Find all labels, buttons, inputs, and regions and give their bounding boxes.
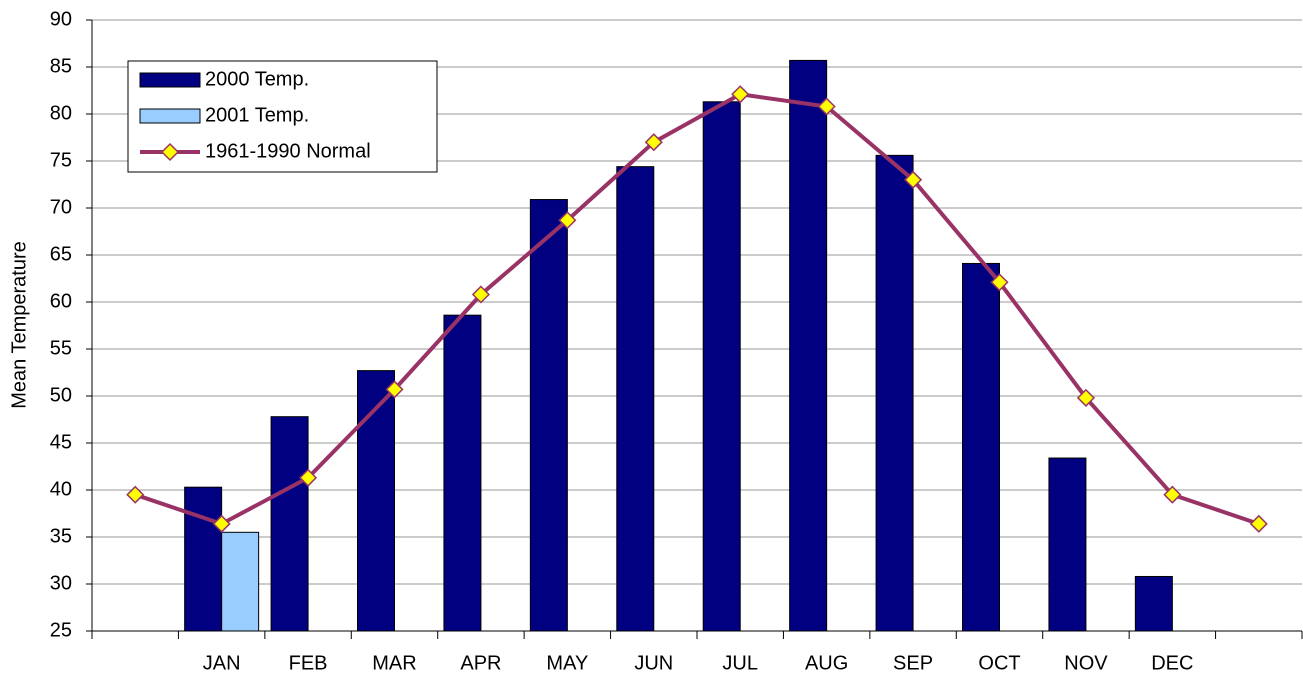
bar: [270, 416, 309, 632]
x-tick-label: JUL: [722, 652, 758, 674]
y-tick-label: 70: [50, 196, 72, 218]
y-tick-label: 45: [50, 431, 72, 453]
line-marker: [385, 380, 404, 399]
bar: [789, 59, 828, 632]
line-marker: [558, 211, 577, 230]
line-marker: [644, 133, 663, 152]
y-tick-label: 85: [50, 55, 72, 77]
y-tick-label: 35: [50, 525, 72, 547]
line: [134, 92, 1260, 527]
x-tick-label: MAR: [372, 652, 416, 674]
line-marker: [817, 97, 836, 116]
line-marker: [1163, 485, 1182, 504]
x-tick-label: JAN: [203, 652, 241, 674]
y-tick-label: 40: [50, 478, 72, 500]
legend-label: 2001 Temp.: [205, 104, 309, 126]
y-tick-label: 90: [50, 8, 72, 30]
line-marker: [990, 273, 1009, 292]
line-marker: [212, 514, 231, 533]
x-tick-label: OCT: [978, 652, 1020, 674]
y-axis-label: Mean Temperature: [8, 241, 30, 409]
y-tick-label: 25: [50, 619, 72, 641]
bar: [443, 314, 482, 632]
legend-marker: [160, 142, 180, 162]
line-marker: [471, 285, 490, 304]
bar: [1134, 575, 1173, 632]
y-tick-label: 75: [50, 149, 72, 171]
x-tick-label: NOV: [1064, 652, 1108, 674]
bar: [221, 531, 260, 632]
legend-label: 2000 Temp.: [205, 68, 309, 90]
x-tick-label: JUN: [634, 652, 673, 674]
bar: [702, 101, 741, 632]
line-marker: [126, 485, 145, 504]
y-tick-label: 30: [50, 572, 72, 594]
bar: [529, 199, 568, 632]
y-tick-label: 60: [50, 290, 72, 312]
x-tick-label: AUG: [805, 652, 848, 674]
y-tick-label: 55: [50, 337, 72, 359]
line-marker: [299, 468, 318, 487]
line-marker: [1076, 388, 1095, 407]
bar: [184, 486, 223, 632]
line-marker: [904, 170, 923, 189]
line-marker: [731, 85, 750, 104]
bar: [875, 154, 914, 632]
x-tick-label: MAY: [546, 652, 588, 674]
legend-swatch: [139, 72, 201, 88]
x-tick-label: SEP: [893, 652, 933, 674]
x-tick-label: APR: [460, 652, 501, 674]
y-tick-label: 80: [50, 102, 72, 124]
x-tick-label: DEC: [1151, 652, 1193, 674]
bar: [357, 370, 395, 632]
x-tick-label: FEB: [289, 652, 328, 674]
line-marker: [1249, 514, 1268, 533]
legend-label: 1961-1990 Normal: [205, 140, 371, 162]
y-tick-label: 65: [50, 243, 72, 265]
bar: [962, 262, 1000, 632]
bar: [616, 166, 655, 632]
legend-swatch: [139, 108, 201, 124]
bar: [1048, 457, 1087, 632]
y-tick-label: 50: [50, 384, 72, 406]
